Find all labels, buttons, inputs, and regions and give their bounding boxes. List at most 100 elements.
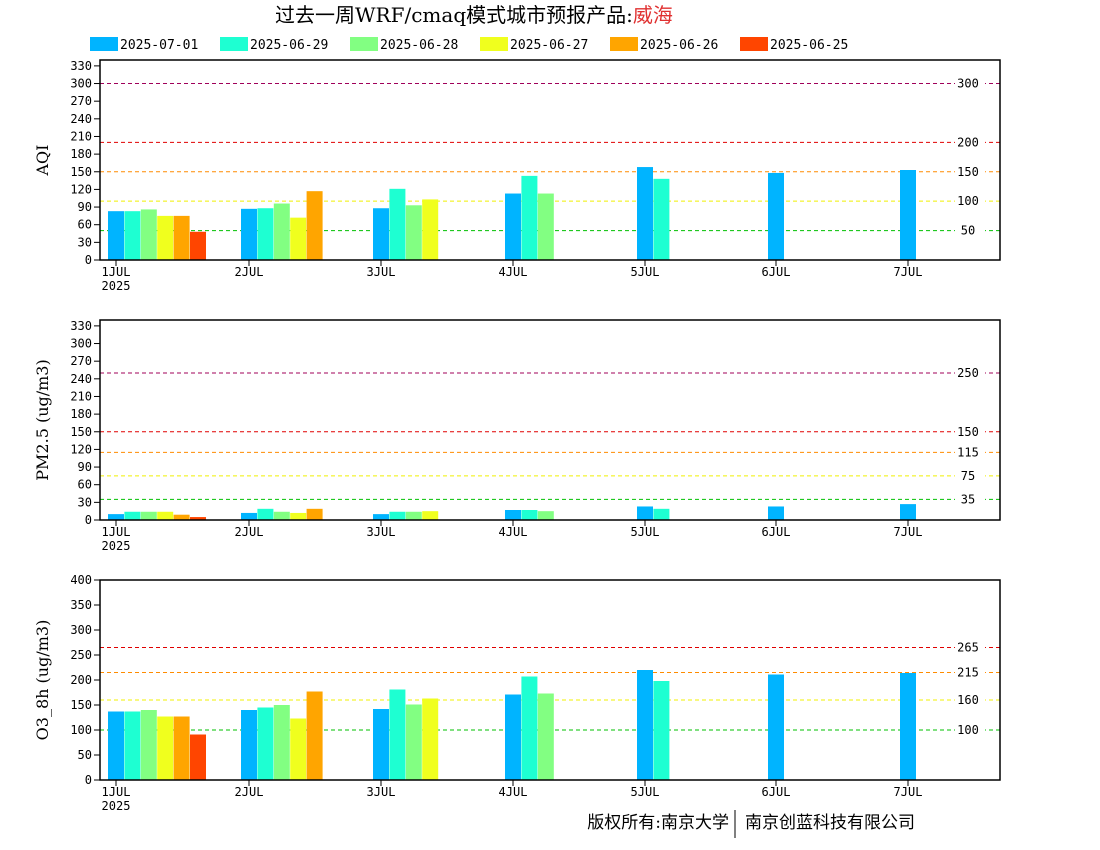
bar xyxy=(290,217,307,260)
bar xyxy=(521,510,538,520)
threshold-label-bg xyxy=(955,165,985,178)
legend-label: 2025-06-28 xyxy=(380,38,458,53)
bar xyxy=(140,710,157,780)
footer-copyright: 版权所有:南京大学 xyxy=(587,813,729,833)
y-tick-label: 300 xyxy=(70,623,92,637)
bar xyxy=(108,514,124,520)
y-tick-label: 250 xyxy=(70,648,92,662)
bar xyxy=(373,514,389,520)
bar xyxy=(405,704,422,780)
y-tick-label: 270 xyxy=(70,94,92,108)
bar xyxy=(900,673,916,780)
threshold-label-bg xyxy=(955,224,985,237)
x-tick-label: 3JUL xyxy=(367,785,396,799)
x-tick-label: 4JUL xyxy=(499,785,528,799)
bar xyxy=(422,511,439,520)
threshold-label-bg xyxy=(955,77,985,90)
bar xyxy=(190,231,206,260)
x-tick-label: 1JUL xyxy=(102,265,131,279)
bar xyxy=(389,689,406,780)
y-tick-label: 350 xyxy=(70,598,92,612)
legend-item: 2025-07-01 xyxy=(90,37,198,53)
bar xyxy=(124,511,141,520)
y-tick-label: 0 xyxy=(85,773,92,787)
bar xyxy=(653,178,670,260)
y-tick-label: 330 xyxy=(70,319,92,333)
legend-swatch xyxy=(610,37,638,51)
threshold-label: 75 xyxy=(961,469,975,483)
threshold-label-bg xyxy=(955,136,985,149)
threshold-label-bg xyxy=(955,666,985,679)
threshold-label-bg xyxy=(955,469,985,482)
bar xyxy=(537,511,554,520)
threshold-label-bg xyxy=(955,694,985,706)
legend-label: 2025-06-29 xyxy=(250,38,328,53)
bar xyxy=(768,674,784,780)
bar xyxy=(505,694,521,780)
x-tick-label: 4JUL xyxy=(499,525,528,539)
y-tick-label: 150 xyxy=(70,165,92,179)
x-tick-label: 6JUL xyxy=(762,785,791,799)
threshold-label: 115 xyxy=(957,445,979,459)
threshold-label: 200 xyxy=(957,135,979,149)
bar xyxy=(273,705,290,780)
threshold-label: 150 xyxy=(957,425,979,439)
x-tick-label: 5JUL xyxy=(631,525,660,539)
bar xyxy=(306,191,323,260)
bar xyxy=(290,512,307,520)
bar xyxy=(537,693,554,780)
bar xyxy=(241,512,257,520)
bar xyxy=(389,511,406,520)
y-tick-label: 60 xyxy=(78,218,92,232)
legend-swatch xyxy=(90,37,118,51)
legend: 2025-07-01 2025-06-29 2025-06-28 2025-06-27… xyxy=(90,37,848,53)
y-tick-label: 30 xyxy=(78,495,92,509)
x-tick-label: 7JUL xyxy=(894,265,923,279)
y-axis-label: AQI xyxy=(33,145,52,177)
y-tick-label: 330 xyxy=(70,59,92,73)
bar xyxy=(768,172,784,260)
threshold-label: 100 xyxy=(957,194,979,208)
y-tick-label: 120 xyxy=(70,182,92,196)
title-city: 威海 xyxy=(633,3,673,27)
bar xyxy=(389,188,406,260)
y-tick-label: 0 xyxy=(85,253,92,267)
bar xyxy=(173,716,190,780)
threshold-label-bg xyxy=(955,366,985,379)
y-tick-label: 90 xyxy=(78,460,92,474)
x-tick-label: 5JUL xyxy=(631,265,660,279)
bar xyxy=(900,170,916,260)
bar xyxy=(273,511,290,520)
bar xyxy=(257,707,274,780)
x-tick-label: 2JUL xyxy=(235,265,264,279)
threshold-label: 300 xyxy=(957,77,979,91)
bar xyxy=(108,211,124,260)
figure-title: 过去一周WRF/cmaq模式城市预报产品:威海 xyxy=(275,3,673,27)
bar xyxy=(653,508,670,520)
x-year-label: 2025 xyxy=(102,539,131,553)
bar xyxy=(521,676,538,780)
bar xyxy=(521,175,538,260)
threshold-label: 160 xyxy=(957,693,979,707)
bar xyxy=(653,681,670,780)
bar xyxy=(124,711,141,780)
bar xyxy=(241,710,257,780)
y-tick-label: 300 xyxy=(70,337,92,351)
legend-item: 2025-06-27 xyxy=(480,37,588,53)
bar xyxy=(290,718,307,780)
bar xyxy=(124,211,141,260)
bar xyxy=(422,199,439,260)
bar xyxy=(140,209,157,260)
chart-panel: 50 100 150 200 300 0 30 60 90 120 150 180 210 240 270 3… xyxy=(33,59,1001,293)
y-tick-label: 100 xyxy=(70,723,92,737)
chart-panels: 5010015020030003060901201501802102402703… xyxy=(33,59,1001,813)
plot-frame xyxy=(99,319,1001,521)
bar xyxy=(157,511,174,520)
bar xyxy=(768,506,784,520)
bar xyxy=(108,711,124,780)
x-year-label: 2025 xyxy=(102,799,131,813)
bar xyxy=(173,215,190,260)
footer-company: 南京创蓝科技有限公司 xyxy=(745,813,915,833)
x-tick-label: 3JUL xyxy=(367,525,396,539)
x-year-label: 2025 xyxy=(102,279,131,293)
